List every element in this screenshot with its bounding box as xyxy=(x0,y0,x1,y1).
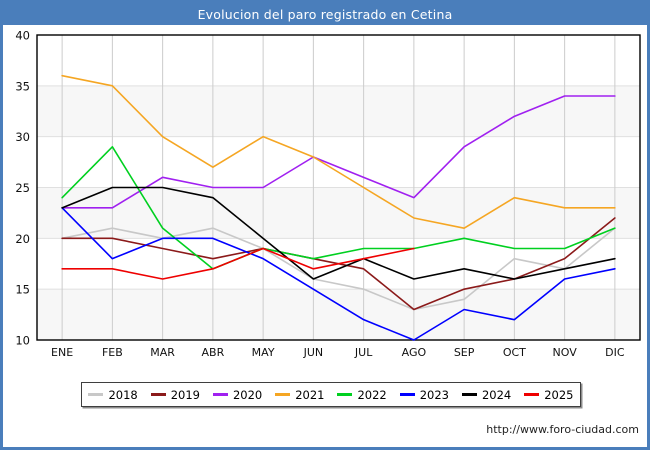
legend-item-2022[interactable]: 2022 xyxy=(337,387,387,402)
x-axis-tick-label-FEB: FEB xyxy=(102,346,123,359)
legend-item-2023[interactable]: 2023 xyxy=(399,387,450,402)
line-chart-svg: 10 15 20 25 30 35 40 ENE FEB MAR ABR MAY JUN JUL AGO SE… xyxy=(15,29,641,359)
x-axis-tick-label-OCT: OCT xyxy=(503,346,526,359)
plot-border xyxy=(36,34,641,341)
legend-item-2024[interactable]: 2024 xyxy=(461,387,512,402)
x-axis-tick-label-ENE: ENE xyxy=(51,346,73,359)
legend-swatch-icon xyxy=(150,393,166,396)
legend-item-2018[interactable]: 2018 xyxy=(88,387,138,402)
series-line-2020[interactable] xyxy=(61,95,616,209)
y-axis-tick-label: 40 xyxy=(15,29,30,43)
legend-item-2025[interactable]: 2025 xyxy=(524,387,574,402)
legend-label: 2023 xyxy=(419,387,450,402)
series-line-2023[interactable] xyxy=(61,207,616,341)
y-axis-tick-label: 35 xyxy=(15,79,30,93)
legend-swatch-icon xyxy=(337,393,353,396)
legend-swatch-icon xyxy=(399,393,415,396)
x-axis-tick-label-SEP: SEP xyxy=(454,346,475,359)
x-axis-tick-label-MAY: MAY xyxy=(252,346,275,359)
series-line-2022[interactable] xyxy=(61,146,616,270)
y-axis-tick-label: 25 xyxy=(15,181,30,195)
series-line-2018[interactable] xyxy=(61,227,616,311)
legend-label: 2021 xyxy=(295,387,325,402)
legend-item-2021[interactable]: 2021 xyxy=(275,387,325,402)
legend-label: 2020 xyxy=(232,387,263,402)
series-line-2025[interactable] xyxy=(61,247,415,280)
series-line-2021[interactable] xyxy=(61,74,616,229)
legend-swatch-icon xyxy=(461,393,477,396)
x-axis-tick-label-DIC: DIC xyxy=(605,346,625,359)
window-title-bar: Evolucion del paro registrado en Cetina xyxy=(3,3,647,25)
legend-swatch-icon xyxy=(524,393,540,396)
y-axis-tick-label: 15 xyxy=(15,283,30,297)
legend-item-2020[interactable]: 2020 xyxy=(212,387,263,402)
chart-plot-area: 10 15 20 25 30 35 40 ENE FEB MAR ABR MAY JUN JUL AGO SE… xyxy=(3,25,647,447)
y-axis-tick-label: 20 xyxy=(15,232,30,246)
x-axis-tick-label-MAR: MAR xyxy=(150,346,175,359)
x-axis-tick-label-JUL: JUL xyxy=(354,346,373,359)
chart-legend: 2018 2019 2020 2021 2022 2023 2024 2025 xyxy=(81,382,581,407)
legend-label: 2022 xyxy=(357,387,387,402)
legend-label: 2018 xyxy=(108,387,138,402)
x-axis-tick-label-JUN: JUN xyxy=(303,346,324,359)
legend-item-2019[interactable]: 2019 xyxy=(150,387,201,402)
plot-band xyxy=(37,289,640,340)
plot-band xyxy=(37,187,640,239)
legend-swatch-icon xyxy=(275,393,291,396)
legend-label: 2025 xyxy=(544,387,574,402)
y-axis-tick-label: 10 xyxy=(15,334,30,348)
plot-band xyxy=(37,85,640,137)
source-url: http://www.foro-ciudad.com xyxy=(486,423,639,436)
legend-swatch-icon xyxy=(88,393,104,396)
x-axis-tick-label-AGO: AGO xyxy=(402,346,427,359)
x-axis-tick-label-NOV: NOV xyxy=(553,346,578,359)
legend-swatch-icon xyxy=(212,393,228,396)
x-axis-tick-label-ABR: ABR xyxy=(202,346,225,359)
legend-label: 2024 xyxy=(481,387,512,402)
series-line-2024[interactable] xyxy=(61,186,616,280)
legend-label: 2019 xyxy=(170,387,201,402)
page-title: Evolucion del paro registrado en Cetina xyxy=(197,6,453,22)
y-axis-tick-label: 30 xyxy=(15,130,30,144)
